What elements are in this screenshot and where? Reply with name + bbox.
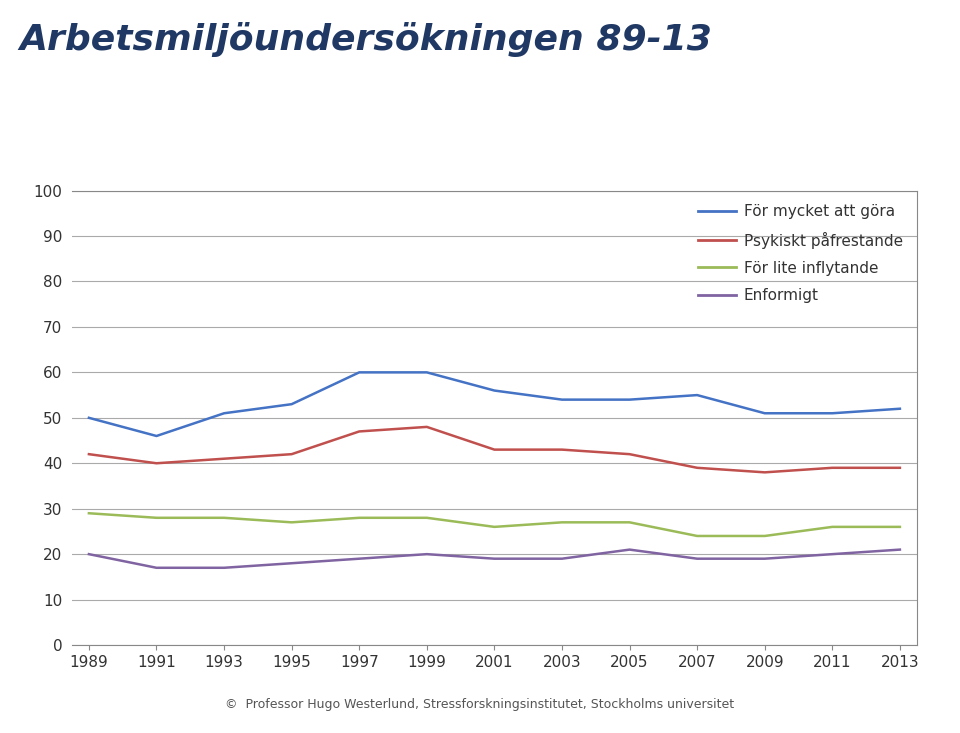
Text: Arbetsmiljöundersökningen 89-13: Arbetsmiljöundersökningen 89-13 [19,22,712,57]
Text: ©  Professor Hugo Westerlund, Stressforskningsinstitutet, Stockholms universitet: © Professor Hugo Westerlund, Stressforsk… [226,698,734,711]
Legend: För mycket att göra, Psykiskt påfrestande, För lite inflytande, Enformigt: För mycket att göra, Psykiskt påfrestand… [692,198,909,309]
